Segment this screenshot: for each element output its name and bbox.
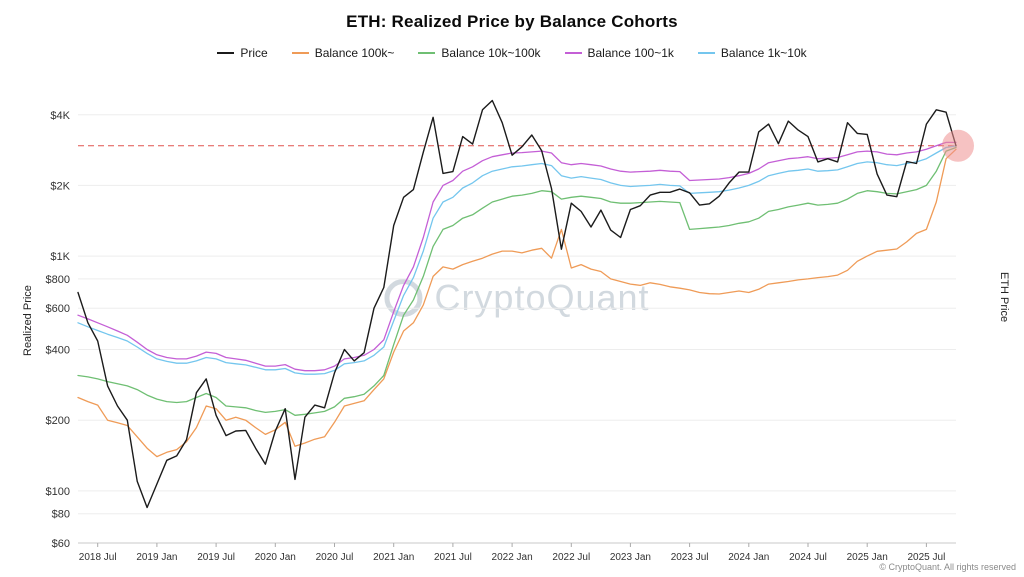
x-tick-label: 2019 Jan	[136, 552, 177, 563]
y-tick-label: $200	[46, 415, 70, 427]
legend-item-price[interactable]: Price	[217, 46, 268, 60]
chart-title: ETH: Realized Price by Balance Cohorts	[346, 12, 678, 31]
y-tick-label: $4K	[50, 110, 70, 122]
watermark: CryptoQuant	[384, 277, 649, 319]
y-tick-label: $1K	[50, 251, 70, 263]
x-tick-label: 2023 Jan	[610, 552, 651, 563]
legend-swatch-icon	[697, 52, 715, 54]
y-axis-label-right: ETH Price	[998, 272, 1010, 323]
legend-swatch-icon	[564, 52, 582, 54]
y-tick-label: $2K	[50, 180, 70, 192]
x-tick-label: 2020 Jul	[316, 552, 354, 563]
legend-item-balance-10k-100k[interactable]: Balance 10k~100k	[418, 46, 541, 60]
legend-label: Balance 100k~	[314, 46, 395, 60]
y-axis-label-left: Realized Price	[22, 285, 34, 356]
x-tick-label: 2024 Jul	[789, 552, 827, 563]
x-tick-label: 2020 Jan	[255, 552, 296, 563]
legend-swatch-icon	[291, 52, 309, 54]
y-tick-label: $800	[46, 274, 70, 286]
y-tick-label: $100	[46, 486, 70, 498]
y-tick-label: $80	[52, 509, 70, 521]
legend-swatch-icon	[217, 52, 235, 54]
legend-label: Price	[240, 46, 268, 60]
x-tick-label: 2018 Jul	[79, 552, 117, 563]
y-tick-label: $400	[46, 345, 70, 357]
x-tick-label: 2021 Jan	[373, 552, 414, 563]
latest-point-highlight	[942, 129, 974, 162]
y-tick-label: $600	[46, 303, 70, 315]
x-tick-label: 2025 Jul	[907, 552, 945, 563]
y-tick-label: $60	[52, 538, 70, 550]
series-line-balance-1k-10k	[77, 145, 957, 375]
series-line-balance-10k-100k	[77, 146, 957, 416]
legend: Price Balance 100k~ Balance 10k~100k Balanc…	[0, 46, 1024, 60]
legend-label: Balance 100~1k	[587, 46, 674, 60]
x-tick-label: 2019 Jul	[197, 552, 235, 563]
legend-label: Balance 1k~10k	[720, 46, 807, 60]
watermark-text: CryptoQuant	[434, 277, 650, 318]
legend-item-balance-1k-10k[interactable]: Balance 1k~10k	[697, 46, 807, 60]
x-tick-label: 2023 Jul	[671, 552, 709, 563]
legend-item-balance-100-1k[interactable]: Balance 100~1k	[564, 46, 674, 60]
series-line-balance-100-1k	[77, 141, 957, 372]
x-tick-label: 2024 Jan	[728, 552, 769, 563]
legend-item-balance-100k[interactable]: Balance 100k~	[291, 46, 395, 60]
legend-swatch-icon	[418, 52, 436, 54]
series-line-price	[77, 99, 957, 509]
x-tick-label: 2022 Jul	[552, 552, 590, 563]
x-tick-label: 2021 Jul	[434, 552, 472, 563]
copyright-notice: © CryptoQuant. All rights reserved	[879, 562, 1016, 572]
x-tick-label: 2022 Jan	[492, 552, 533, 563]
legend-label: Balance 10k~100k	[441, 46, 541, 60]
x-tick-label: 2025 Jan	[847, 552, 888, 563]
series-line-balance-100k	[77, 148, 957, 458]
